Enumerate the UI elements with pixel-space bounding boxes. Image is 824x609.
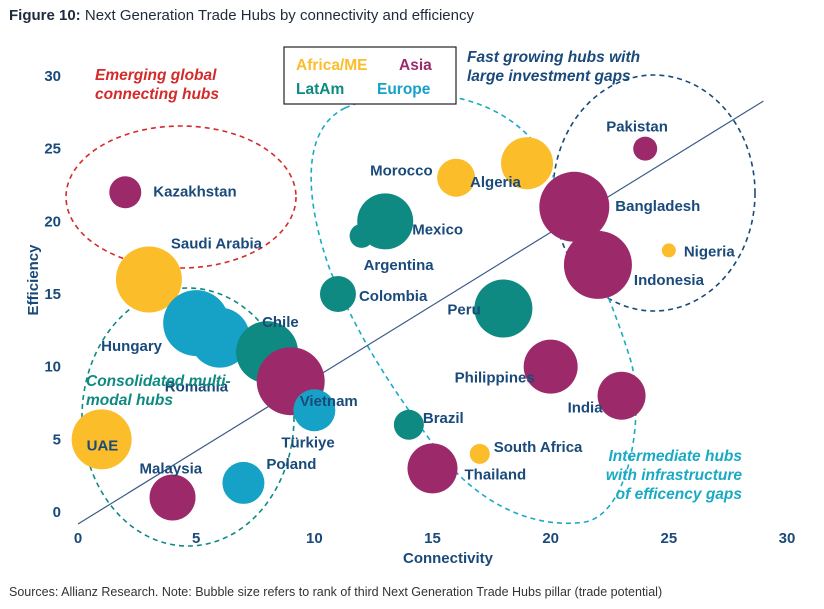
- bubble-poland: [222, 461, 265, 504]
- bubble-label: Kazakhstan: [153, 183, 236, 200]
- bubble-label: Nigeria: [684, 243, 736, 260]
- bubble-philippines: [523, 339, 578, 394]
- bubble-label: Pakistan: [606, 119, 668, 136]
- y-tick-label: 0: [53, 504, 61, 521]
- bubble-pakistan: [633, 136, 658, 161]
- intermediate-hubs-label: with infrastructure: [606, 467, 742, 484]
- bubble-label: Algeria: [470, 174, 522, 191]
- bubble-south-africa: [469, 443, 490, 464]
- emerging-hubs-outline: [65, 125, 297, 269]
- group-labels: Emerging global connecting hubs Fast growi…: [86, 49, 742, 503]
- y-tick-label: 25: [44, 141, 61, 158]
- legend-entry-europe: Europe: [377, 81, 431, 98]
- bubble-saudi-arabia: [115, 246, 182, 313]
- legend-box: [283, 46, 457, 105]
- y-tick-label: 10: [44, 359, 61, 376]
- bubble-label: Hungary: [101, 338, 162, 355]
- bubble-label: Saudi Arabia: [171, 235, 263, 252]
- bubble-label: Peru: [447, 302, 480, 319]
- x-tick-label: 5: [192, 530, 200, 547]
- bubble-indonesia: [563, 230, 632, 299]
- bubble-label: UAE: [87, 437, 119, 454]
- legend-entry-latam: LatAm: [296, 81, 344, 98]
- trend-line: [77, 100, 764, 525]
- x-tick-label: 20: [542, 530, 559, 547]
- legend: Africa/ME Asia LatAm Europe: [283, 46, 457, 105]
- trend-line-group: [77, 100, 764, 525]
- x-tick-label: 10: [306, 530, 323, 547]
- bubble-t-rkiye: [293, 389, 336, 432]
- bubble-label: Morocco: [370, 163, 433, 180]
- x-tick-label: 30: [779, 530, 796, 547]
- bubble-algeria: [501, 137, 554, 190]
- emerging-hubs-label: connecting hubs: [95, 86, 219, 103]
- bubble-label: Vietnam: [300, 393, 358, 410]
- bubble-label: Argentina: [364, 257, 435, 274]
- bubble-morocco: [437, 158, 476, 197]
- figure-title: Figure 10: Next Generation Trade Hubs by…: [9, 7, 474, 24]
- bubble-chart: 0 5 10 15 20 25 30 0 5 10 15 20 25 30 Connectivity Effi…: [25, 46, 795, 567]
- bubble-label: Philippines: [455, 370, 535, 387]
- bubble-argentina: [349, 223, 374, 248]
- legend-entry-asia: Asia: [399, 57, 432, 74]
- y-tick-label: 5: [53, 431, 61, 448]
- bubble-peru: [474, 279, 533, 338]
- axes: 0 5 10 15 20 25 30 0 5 10 15 20 25 30 Connectivity Effi…: [25, 68, 795, 567]
- x-axis-label: Connectivity: [403, 550, 494, 567]
- bubble-label: Bangladesh: [615, 198, 700, 215]
- bubble-label: Mexico: [412, 221, 463, 238]
- bubble-brazil: [393, 409, 424, 440]
- bubble-label: Chile: [262, 314, 299, 331]
- intermediate-hubs-label: Intermediate hubs: [609, 448, 743, 465]
- consolidated-hubs-label: modal hubs: [86, 392, 173, 409]
- bubble-uae: [71, 409, 132, 470]
- bubble-labels: Kazakhstan Saudi Arabia Hungary Romania Chil…: [87, 119, 736, 484]
- fast-growing-hubs-label: large investment gaps: [467, 68, 631, 85]
- bubble-label: Poland: [266, 456, 316, 473]
- bubble-nigeria: [661, 243, 676, 258]
- consolidated-hubs-label: Consolidated multi-: [86, 373, 231, 390]
- bubble-india: [597, 371, 646, 420]
- x-tick-label: 15: [424, 530, 441, 547]
- fast-growing-hubs-label: Fast growing hubs with: [467, 49, 640, 66]
- sources-note: Sources: Allianz Research. Note: Bubble …: [9, 585, 663, 599]
- bubble-label: India: [568, 400, 604, 417]
- legend-entry-africa_me: Africa/ME: [296, 57, 368, 74]
- bubble-label: Colombia: [359, 288, 428, 305]
- bubble-label: Indonesia: [634, 272, 705, 289]
- figure-label: Figure 10:: [9, 7, 81, 24]
- bubble-label: Romania: [165, 379, 229, 396]
- y-tick-label: 20: [44, 213, 61, 230]
- y-tick-label: 15: [44, 286, 61, 303]
- bubble-label: Malaysia: [140, 460, 203, 477]
- bubble-malaysia: [149, 474, 196, 521]
- intermediate-hubs-label: of efficency gaps: [616, 486, 743, 503]
- figure-title-text: Next Generation Trade Hubs by connectivi…: [84, 7, 474, 24]
- bubble-label: Brazil: [423, 410, 464, 427]
- bubble-kazakhstan: [109, 176, 142, 209]
- bubble-label: Thailand: [465, 466, 527, 483]
- y-axis-label: Efficiency: [25, 244, 42, 316]
- bubble-label: Türkiye: [281, 434, 334, 451]
- bubble-label: South Africa: [494, 439, 583, 456]
- y-tick-label: 30: [44, 68, 61, 85]
- x-tick-label: 0: [74, 530, 82, 547]
- bubble-bangladesh: [539, 171, 610, 242]
- x-tick-label: 25: [660, 530, 677, 547]
- emerging-hubs-label: Emerging global: [95, 67, 217, 84]
- bubble-romania: [189, 307, 250, 368]
- bubble-colombia: [319, 276, 356, 312]
- bubbles: [71, 136, 676, 521]
- bubble-thailand: [407, 443, 458, 494]
